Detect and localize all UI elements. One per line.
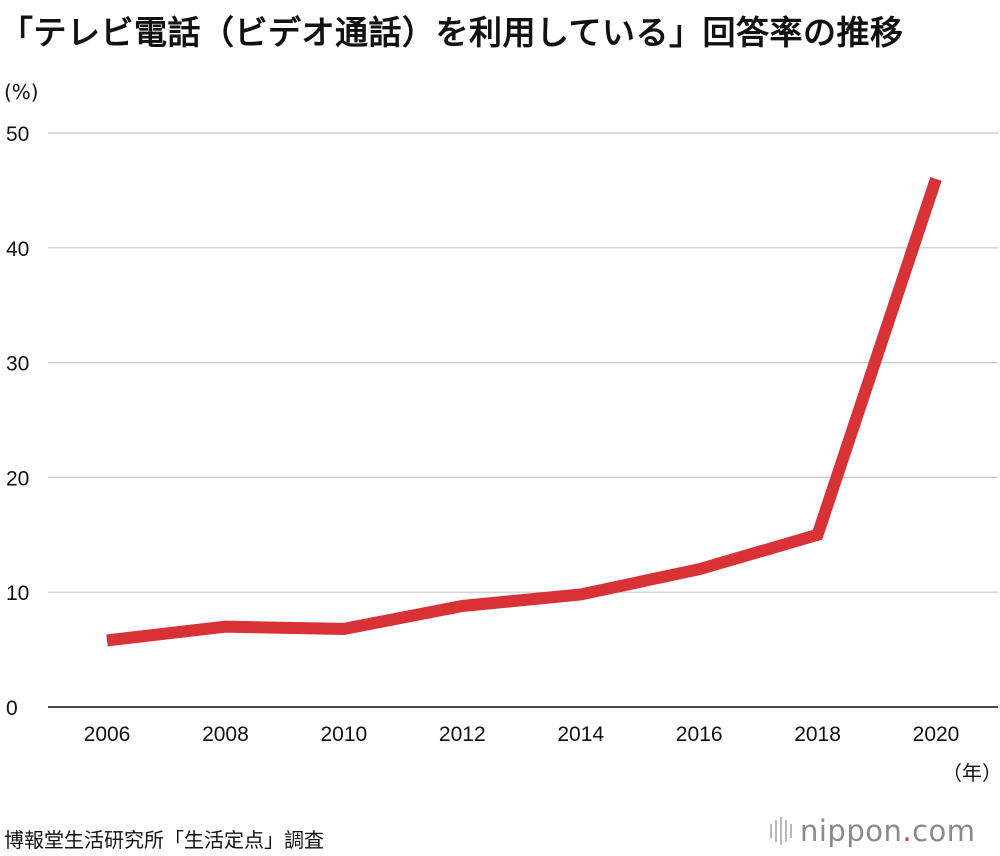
data-point bbox=[219, 621, 231, 633]
y-tick-label: 50 bbox=[6, 123, 29, 146]
data-point bbox=[693, 563, 705, 575]
y-tick-label: 10 bbox=[6, 582, 29, 605]
logo-text: nippon.com bbox=[800, 814, 976, 848]
nippon-logo[interactable]: nippon.com bbox=[770, 814, 976, 848]
x-tick-label: 2006 bbox=[84, 723, 131, 746]
y-axis-unit: (%) bbox=[4, 80, 39, 104]
data-point bbox=[101, 634, 113, 646]
series-line bbox=[106, 177, 942, 647]
data-point bbox=[575, 588, 587, 600]
data-point bbox=[812, 529, 824, 541]
data-point bbox=[338, 623, 350, 635]
x-tick-label: 2016 bbox=[676, 723, 723, 746]
data-point bbox=[930, 173, 942, 185]
x-tick-label: 2010 bbox=[320, 723, 367, 746]
grid-lines bbox=[48, 132, 998, 708]
x-tick-label: 2008 bbox=[202, 723, 249, 746]
x-tick-labels: 2006 2008 2010 2012 2014 2016 2018 2020 bbox=[84, 723, 960, 746]
x-axis-unit: （年） bbox=[942, 761, 1000, 785]
source-note: 博報堂生活研究所「生活定点」調査 bbox=[4, 828, 324, 852]
barcode-mark-icon bbox=[770, 817, 792, 845]
y-tick-label: 40 bbox=[6, 238, 29, 261]
y-tick-label: 20 bbox=[6, 467, 29, 490]
line-chart: 0 10 20 30 40 50 2006 2008 2010 2012 2014 2016 2018… bbox=[6, 123, 998, 746]
y-tick-label: 30 bbox=[6, 353, 29, 376]
chart-title: 「テレビ電話（ビデオ通話）を利用している」回答率の推移 bbox=[0, 13, 904, 52]
x-tick-label: 2020 bbox=[913, 723, 960, 746]
data-point bbox=[456, 600, 468, 612]
x-tick-label: 2012 bbox=[439, 723, 486, 746]
y-tick-labels: 0 10 20 30 40 50 bbox=[6, 123, 29, 720]
series-group bbox=[101, 173, 942, 647]
x-tick-label: 2014 bbox=[557, 723, 604, 746]
y-tick-label: 0 bbox=[6, 697, 18, 720]
x-tick-label: 2018 bbox=[794, 723, 841, 746]
